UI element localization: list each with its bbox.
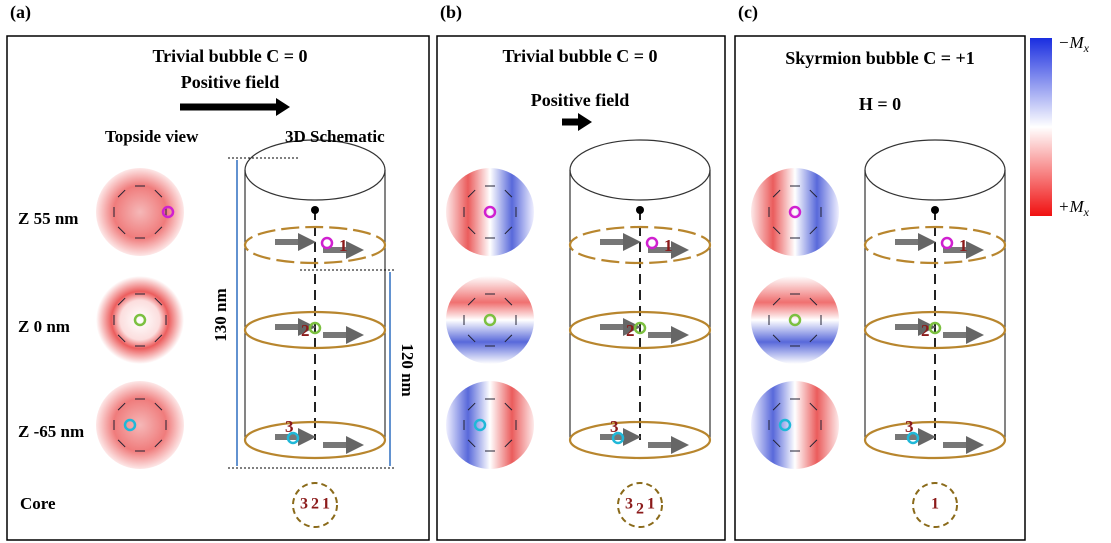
layer-marker: 3: [285, 417, 294, 436]
layer-marker: 2: [921, 321, 930, 340]
cylinder-top: [865, 140, 1005, 200]
panel-title: Skyrmion bubble C = +1: [785, 48, 975, 68]
layer-marker: 2: [301, 321, 310, 340]
layer-marker: 1: [664, 236, 673, 255]
layer-label: Z -65 nm: [18, 422, 84, 441]
panel-subtitle: H = 0: [859, 94, 901, 114]
layer-marker: 1: [339, 236, 348, 255]
topside-map: [446, 168, 534, 256]
layer-marker: 1: [959, 236, 968, 255]
cylinder-top: [570, 140, 710, 200]
field-arrowhead: [276, 98, 290, 116]
colorbar: [1030, 38, 1052, 216]
layer-label: Z 55 nm: [18, 209, 78, 228]
topside-map: [751, 168, 839, 256]
layer-marker: 3: [905, 417, 914, 436]
panel-subtitle: Positive field: [531, 90, 629, 110]
dimension-label: 130 nm: [211, 288, 230, 341]
panel-label: (b): [440, 2, 462, 23]
topside-map: [751, 381, 839, 469]
layer-label: Z 0 nm: [18, 317, 70, 336]
core-marker: 3: [300, 496, 308, 513]
colorbar-bottom-label: +Mx: [1058, 197, 1090, 219]
core-marker: 2: [311, 496, 319, 513]
figure: −Mx +Mx (a)Trivial bubble C = 0Positive …: [0, 0, 1111, 543]
core-marker: 1: [931, 496, 939, 513]
panel-box: [7, 36, 429, 540]
panel-label: (c): [738, 2, 758, 23]
axis-dot: [931, 206, 939, 214]
core-marker: 1: [322, 496, 330, 513]
field-arrowhead: [578, 113, 592, 131]
colorbar-top-sub: x: [1083, 41, 1090, 55]
topside-map: [96, 381, 184, 469]
page: {"colorbar": {"top": "−M", "top_sub": "x…: [0, 0, 1111, 543]
axis-dot: [311, 206, 319, 214]
layer-marker: 2: [626, 321, 635, 340]
panel-title: Trivial bubble C = 0: [153, 46, 308, 66]
panel-title: Trivial bubble C = 0: [503, 46, 658, 66]
colorbar-bottom: +M: [1058, 197, 1084, 216]
topside-map: [446, 381, 534, 469]
layer-marker: 3: [610, 417, 619, 436]
panel-subtitle: Positive field: [181, 72, 279, 92]
core-marker: 1: [647, 496, 655, 513]
dimension-label: 120 nm: [398, 343, 417, 396]
core-marker: 3: [625, 496, 633, 513]
colorbar-top: −M: [1058, 33, 1084, 52]
panel-label: (a): [10, 2, 31, 23]
colorbar-bottom-sub: x: [1083, 205, 1090, 219]
topside-map: [96, 168, 184, 256]
core-marker: 2: [636, 501, 644, 518]
axis-dot: [636, 206, 644, 214]
topside-map: [446, 276, 534, 364]
colorbar-top-label: −Mx: [1058, 33, 1090, 55]
core-position: [647, 238, 657, 248]
view-label: 3D Schematic: [285, 127, 385, 146]
topside-map: [751, 276, 839, 364]
core-position: [942, 238, 952, 248]
topside-map: [96, 276, 184, 364]
core-label: Core: [20, 494, 56, 513]
view-label: Topside view: [105, 127, 199, 146]
core-position: [322, 238, 332, 248]
cylinder-top: [245, 140, 385, 200]
